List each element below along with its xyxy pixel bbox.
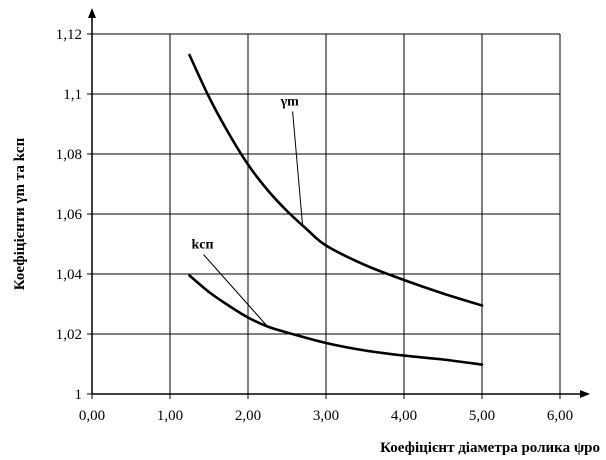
series-lines xyxy=(188,53,484,366)
y-tick-label: 1,04 xyxy=(56,267,83,283)
axes xyxy=(88,8,590,398)
annotation-label: γm xyxy=(280,94,300,109)
x-axis-arrow xyxy=(580,390,590,398)
gridlines xyxy=(92,33,561,394)
y-tick-label: 1,02 xyxy=(56,327,82,343)
x-tick-label: 0,00 xyxy=(79,408,105,424)
y-tick-label: 1,06 xyxy=(56,207,83,223)
annotation-label: kсп xyxy=(192,238,214,253)
x-axis-title: Коефіцієнт діаметра ролика ψро xyxy=(380,440,600,456)
x-tick-label: 6,00 xyxy=(547,408,573,424)
y-axis-title: Коефіцієнти γm та kсп xyxy=(12,137,28,290)
x-tick-label: 2,00 xyxy=(235,408,261,424)
x-tick-label: 3,00 xyxy=(313,408,339,424)
y-tick-label: 1,08 xyxy=(56,147,82,163)
series-line-gamma-m xyxy=(188,53,484,307)
y-tick-label: 1 xyxy=(75,387,83,403)
annotation-leader-line xyxy=(203,254,268,327)
series-line-k-sp xyxy=(188,274,484,366)
y-axis-arrow xyxy=(88,8,96,18)
y-tick-label: 1,12 xyxy=(56,27,82,43)
x-tick-label: 1,00 xyxy=(157,408,183,424)
annotation-leader-line xyxy=(292,111,304,226)
x-tick-label: 5,00 xyxy=(469,408,495,424)
x-tick-label: 4,00 xyxy=(391,408,417,424)
ticks: 0,00 1,00 2,00 3,00 4,00 5,00 6,00 1 1,02 1,04 1,0… xyxy=(56,27,573,424)
annotations: γm kсп xyxy=(192,94,304,327)
y-tick-label: 1,1 xyxy=(63,87,82,103)
